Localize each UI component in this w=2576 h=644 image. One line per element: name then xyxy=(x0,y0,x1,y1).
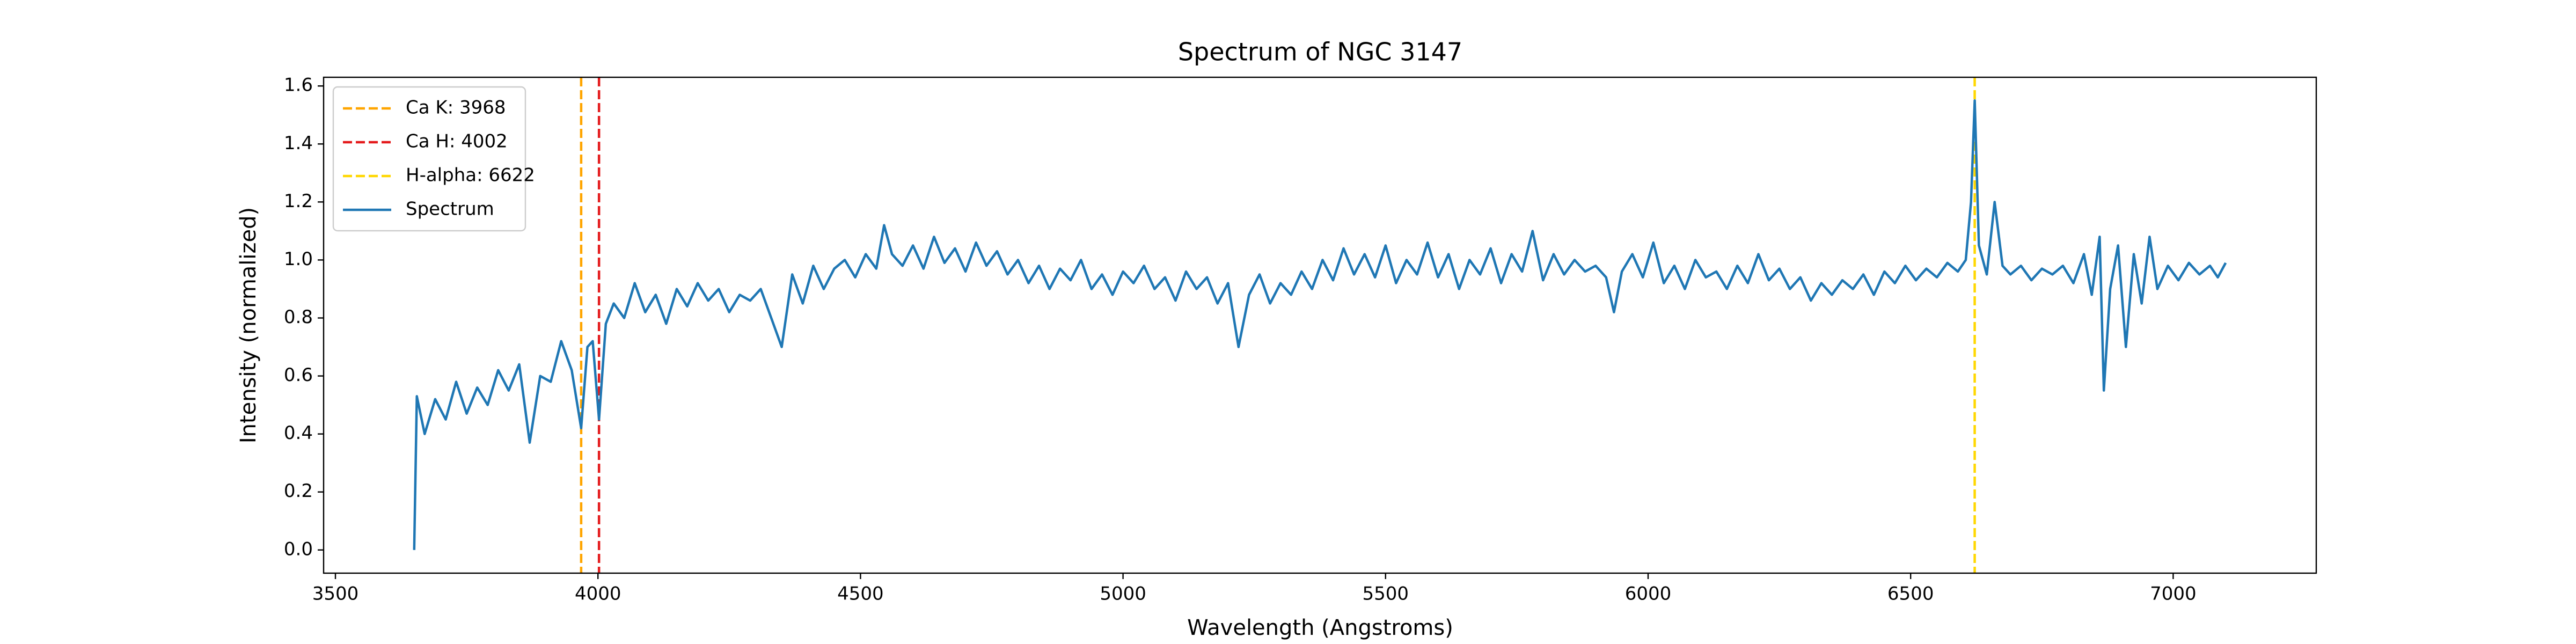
y-tick-label: 1.6 xyxy=(284,75,313,96)
legend-label: Ca H: 4002 xyxy=(406,131,508,152)
spectrum-line xyxy=(413,99,2227,550)
y-tick-label: 1.4 xyxy=(284,133,313,154)
x-tick-label: 5000 xyxy=(1100,583,1146,605)
y-tick-label: 0.8 xyxy=(284,306,313,328)
y-tick-label: 1.0 xyxy=(284,248,313,270)
x-tick-label: 5500 xyxy=(1363,583,1409,605)
x-tick-label: 4500 xyxy=(837,583,884,605)
x-tick-label: 6500 xyxy=(1887,583,1934,605)
x-tick-label: 6000 xyxy=(1625,583,1672,605)
x-tick-label: 7000 xyxy=(2150,583,2197,605)
plot-frame xyxy=(323,76,2317,574)
x-tick-label: 3500 xyxy=(312,583,359,605)
y-tick-label: 0.6 xyxy=(284,364,313,386)
y-tick-label: 0.0 xyxy=(284,538,313,560)
legend-box xyxy=(332,86,526,232)
legend-label: Ca K: 3968 xyxy=(406,97,506,119)
x-tick-label: 4000 xyxy=(575,583,621,605)
y-tick-label: 0.2 xyxy=(284,480,313,502)
legend-label: Spectrum xyxy=(406,199,494,220)
y-axis-label: Intensity (normalized) xyxy=(236,207,261,443)
x-axis-label: Wavelength (Angstroms) xyxy=(1187,616,1453,640)
chart-title: Spectrum of NGC 3147 xyxy=(1178,38,1462,67)
y-tick-label: 1.2 xyxy=(284,191,313,212)
legend-label: H-alpha: 6622 xyxy=(406,165,535,186)
y-tick-label: 0.4 xyxy=(284,422,313,444)
